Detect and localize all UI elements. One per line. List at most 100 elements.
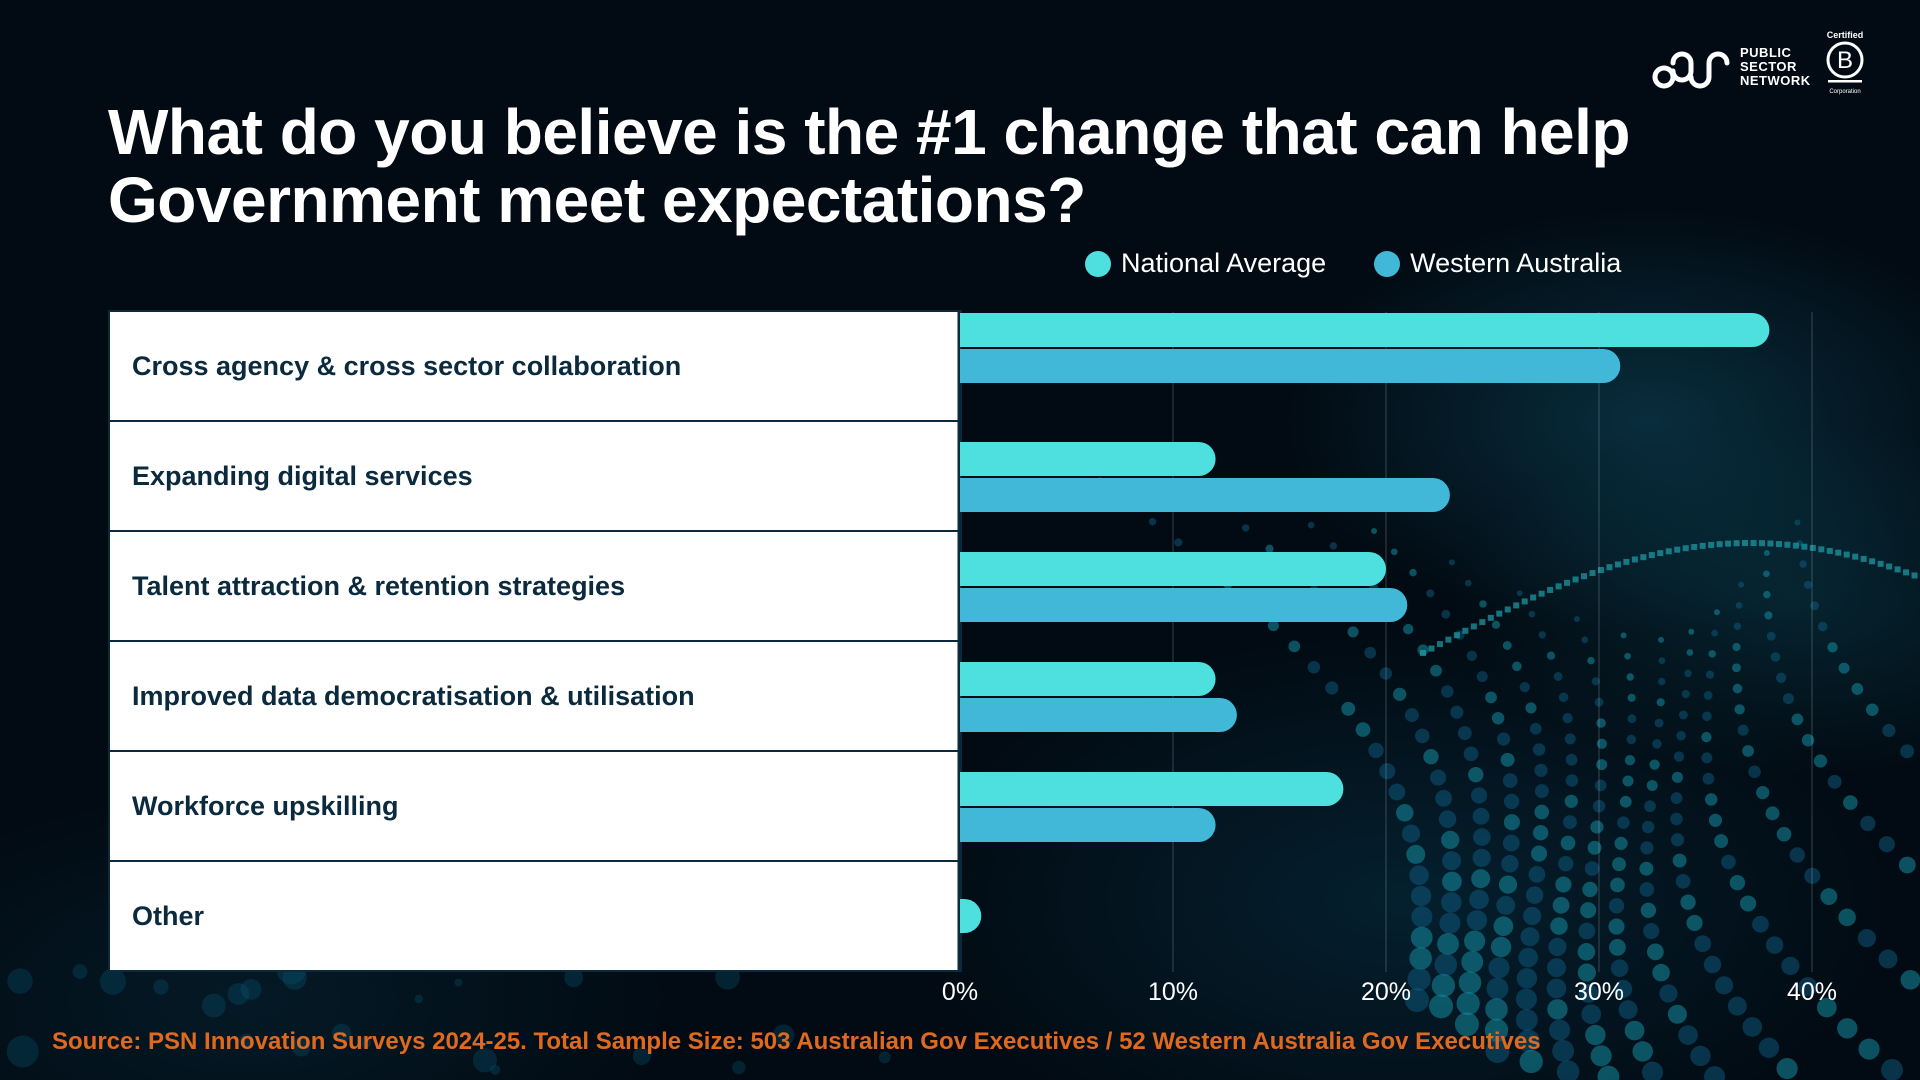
background-dot [1758, 540, 1765, 547]
background-dot [1403, 623, 1414, 635]
background-dot [1379, 763, 1396, 780]
background-dot [1387, 603, 1397, 614]
background-dot [1732, 663, 1741, 673]
background-dot [1729, 875, 1746, 891]
background-dot [1520, 927, 1540, 947]
background-dot [239, 1033, 254, 1048]
category-label: Improved data democratisation & utilisat… [132, 680, 695, 711]
category-row: Other [110, 862, 960, 970]
background-dot [1766, 631, 1776, 641]
background-dot [1198, 558, 1208, 568]
category-row: Workforce upskilling [110, 752, 960, 860]
background-dot [1562, 712, 1573, 724]
background-dot [1658, 657, 1666, 665]
background-dot [1502, 773, 1518, 788]
background-dot [1454, 1012, 1479, 1037]
background-dot [1534, 804, 1550, 820]
background-dot [1652, 963, 1670, 982]
background-dot [1564, 579, 1571, 586]
background-dot [1581, 1004, 1602, 1025]
logo-line: NETWORK [1740, 73, 1811, 88]
background-dot [1441, 830, 1460, 850]
background-dot [1733, 540, 1740, 547]
background-dot [1347, 626, 1359, 638]
background-dot [1622, 775, 1634, 787]
background-dot [1639, 882, 1655, 897]
background-dot [1401, 824, 1421, 843]
background-dot [1097, 477, 1103, 483]
background-dot [1473, 828, 1491, 846]
legend-item-national-average: National Average [1085, 248, 1326, 279]
category-row: Expanding digital services [110, 422, 960, 530]
background-dot [1123, 497, 1130, 505]
background-dot [1647, 943, 1664, 961]
background-dot [1781, 956, 1800, 976]
background-dot [1711, 629, 1718, 637]
background-dot [1606, 564, 1613, 571]
background-dot [1426, 589, 1435, 598]
background-dot [1801, 733, 1815, 747]
background-dot [1648, 552, 1655, 559]
background-dot [1307, 660, 1321, 674]
background-dot [1265, 544, 1274, 553]
background-dot [1765, 936, 1784, 954]
background-dot [772, 1024, 795, 1047]
background-dot [1479, 600, 1487, 608]
background-dot [1442, 871, 1462, 892]
background-dot [1430, 769, 1447, 786]
background-dot [1860, 815, 1876, 832]
background-dot [1597, 567, 1604, 574]
background-dot [1439, 912, 1461, 934]
background-dot [1555, 876, 1572, 893]
background-dot [1222, 579, 1233, 589]
background-dot [1672, 853, 1687, 868]
background-dot [1681, 690, 1690, 699]
background-dot [1742, 1017, 1763, 1037]
background-dot [1763, 590, 1771, 599]
background-dot [1409, 947, 1432, 970]
background-dot [1649, 759, 1660, 770]
background-dot [1610, 877, 1625, 893]
background-dot [1538, 590, 1545, 597]
background-dot [1594, 779, 1607, 792]
background-dot [1420, 650, 1426, 656]
background-dot [1504, 606, 1511, 613]
background-dot [1496, 610, 1503, 617]
background-dot [1533, 825, 1549, 841]
background-dot [1472, 807, 1490, 825]
background-dot [1476, 671, 1488, 683]
background-dot [1325, 681, 1339, 695]
background-dot [1457, 726, 1472, 741]
background-dot [1350, 562, 1359, 571]
source-footnote: Source: PSN Innovation Surveys 2024-25. … [52, 1028, 1541, 1055]
background-dot [1765, 806, 1780, 821]
background-dot [1801, 543, 1808, 550]
background-dot [1817, 621, 1828, 632]
background-dot [1409, 865, 1429, 886]
background-dot [1858, 1038, 1880, 1060]
background-dot [1552, 896, 1570, 914]
background-dot [1881, 1058, 1903, 1080]
background-dot [1843, 795, 1858, 810]
background-dot [1458, 971, 1482, 994]
background-dot [1564, 794, 1578, 808]
category-label: Talent attraction & retention strategies [132, 570, 626, 601]
background-dot [1441, 609, 1451, 619]
background-dot [1468, 766, 1484, 783]
background-dot [1763, 550, 1770, 557]
background-dot [1519, 1049, 1543, 1074]
background-dot [1587, 656, 1595, 665]
bcorp-corporation-text: Corporation [1829, 89, 1861, 95]
bcorp-certified-text: Certified [1826, 30, 1864, 40]
background-dot [1580, 902, 1597, 919]
category-row: Cross agency & cross sector collaboratio… [110, 312, 960, 420]
background-dot [1843, 551, 1850, 558]
background-dot [1750, 540, 1757, 547]
background-dot [1558, 856, 1574, 872]
background-dot [1560, 835, 1576, 851]
background-dot [1370, 528, 1377, 535]
background-dot [1584, 861, 1600, 876]
background-dot [1618, 1000, 1638, 1020]
bcorp-letter: B [1837, 47, 1853, 74]
background-dot [1548, 937, 1567, 957]
